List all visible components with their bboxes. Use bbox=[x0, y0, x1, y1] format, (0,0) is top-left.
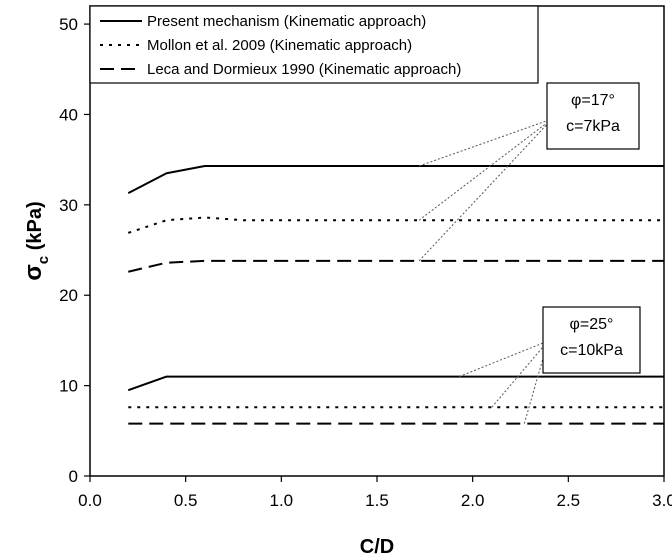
x-axis: 0.0 0.5 1.0 1.5 2.0 2.5 3.0 bbox=[78, 476, 672, 510]
x-tick-label: 0.0 bbox=[78, 491, 102, 510]
legend-label: Mollon et al. 2009 (Kinematic approach) bbox=[147, 37, 412, 54]
y-axis-title: σc (kPa) bbox=[20, 201, 52, 280]
series-line-dotted-group-1 bbox=[127, 216, 664, 234]
annotation-leader-line bbox=[491, 340, 549, 408]
x-tick-label: 1.0 bbox=[270, 491, 294, 510]
x-tick-label: 2.0 bbox=[461, 491, 485, 510]
y-axis-title-unit: (kPa) bbox=[24, 201, 46, 255]
x-axis-title: C/D bbox=[360, 536, 394, 558]
series-line-dashed-group-1 bbox=[128, 259, 664, 273]
y-tick-label: 10 bbox=[59, 377, 78, 396]
annotation-leader-line bbox=[418, 118, 553, 167]
y-axis: 0 10 20 30 40 50 bbox=[59, 15, 90, 486]
x-tick-label: 0.5 bbox=[174, 491, 198, 510]
x-tick-label: 3.0 bbox=[652, 491, 672, 510]
annotation-box bbox=[542, 306, 641, 374]
annotation-leader-line bbox=[418, 118, 553, 221]
annotation-text: c=10kPa bbox=[560, 342, 623, 359]
x-tick-label: 2.5 bbox=[557, 491, 581, 510]
series-line-solid-group-1 bbox=[127, 164, 664, 194]
annotation-leader-line bbox=[459, 340, 549, 378]
series-line-solid-group-2 bbox=[127, 375, 664, 392]
annotation-leader-line bbox=[418, 118, 553, 262]
legend-label: Present mechanism (Kinematic approach) bbox=[147, 13, 426, 30]
annotation-text: φ=17° bbox=[571, 92, 615, 109]
y-axis-title-subscript: c bbox=[35, 256, 52, 264]
legend-label: Leca and Dormieux 1990 (Kinematic approa… bbox=[147, 61, 461, 78]
annotation-text: φ=25° bbox=[570, 316, 614, 333]
legend: Present mechanism (Kinematic approach) Mo… bbox=[89, 5, 539, 84]
y-axis-title-symbol: σ bbox=[20, 264, 47, 280]
y-tick-label: 20 bbox=[59, 286, 78, 305]
y-tick-label: 50 bbox=[59, 15, 78, 34]
y-tick-label: 40 bbox=[59, 105, 78, 124]
x-tick-label: 1.5 bbox=[365, 491, 389, 510]
y-tick-label: 0 bbox=[69, 467, 78, 486]
legend-box bbox=[89, 5, 539, 84]
annotation-box bbox=[546, 82, 640, 150]
annotation-text: c=7kPa bbox=[566, 118, 620, 135]
annotation-layer: φ=17° c=7kPa φ=25° c=10kPa bbox=[418, 82, 641, 424]
series-layer bbox=[127, 164, 664, 425]
y-tick-label: 30 bbox=[59, 196, 78, 215]
